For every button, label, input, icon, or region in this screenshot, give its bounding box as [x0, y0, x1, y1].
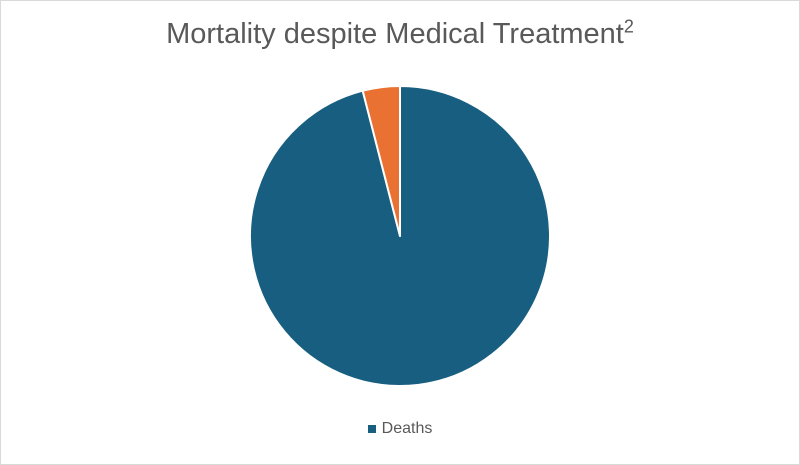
chart-title-text: Mortality despite Medical Treatment: [166, 18, 624, 50]
chart-title: Mortality despite Medical Treatment2: [0, 16, 800, 51]
legend-label: Deaths: [381, 420, 433, 437]
pie-slices: [249, 85, 551, 387]
chart-legend: Deaths: [0, 420, 800, 438]
chart-title-superscript: 2: [623, 16, 634, 37]
legend-item-deaths: Deaths: [367, 420, 433, 438]
pie-slice-other-1: [361, 85, 401, 237]
legend-swatch: [367, 425, 376, 433]
